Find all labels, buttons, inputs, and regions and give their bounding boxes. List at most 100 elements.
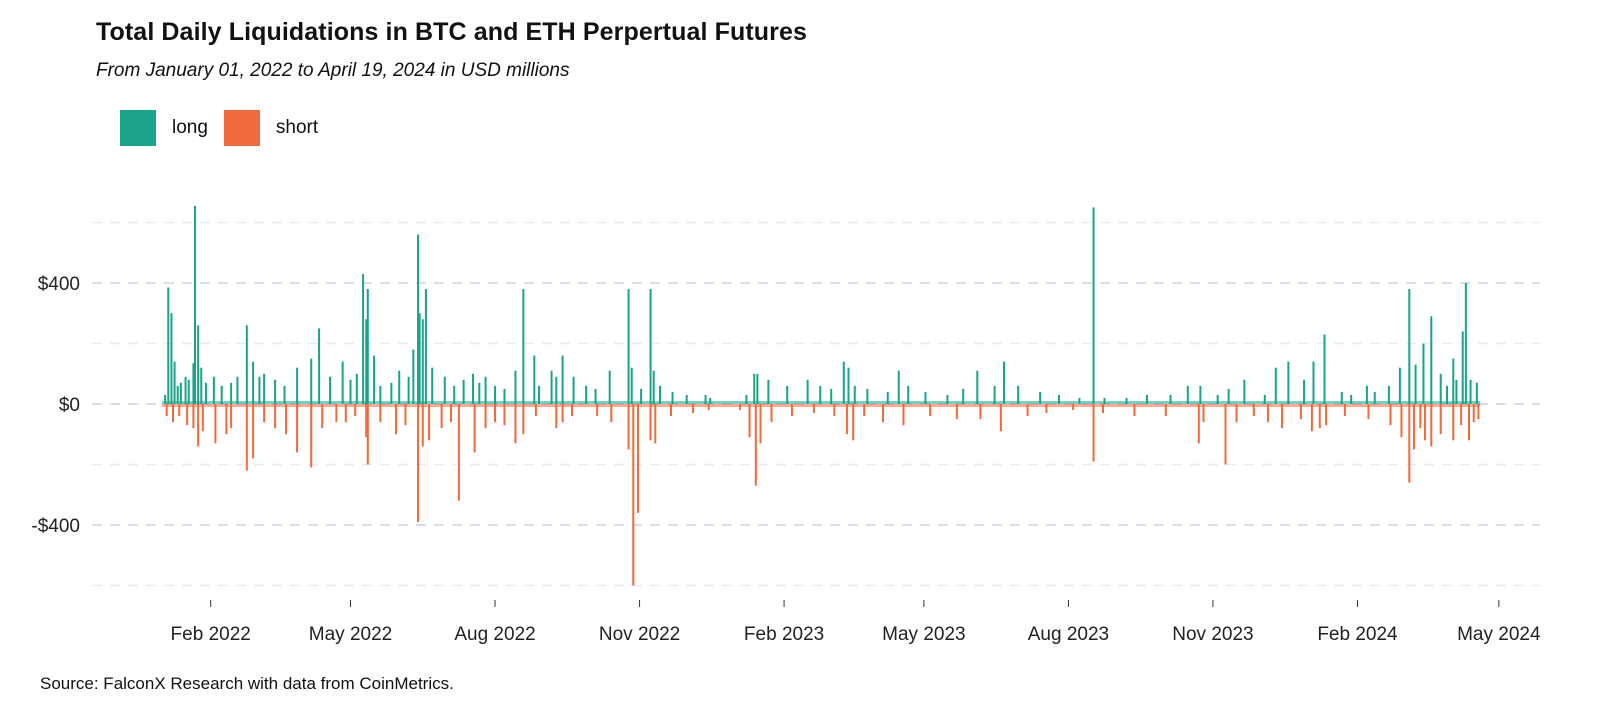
bar-short: [1325, 404, 1328, 426]
bar-long: [561, 355, 564, 404]
bar-short: [627, 404, 630, 450]
bar-short: [440, 404, 443, 429]
bar-short: [310, 404, 313, 468]
bar-short: [457, 404, 460, 501]
bar-long: [608, 370, 611, 404]
bar-long: [170, 313, 173, 404]
bar-long: [179, 382, 182, 404]
bar-short: [514, 404, 517, 444]
bar-short: [1197, 404, 1200, 444]
bar-long: [390, 382, 393, 404]
bar-long: [173, 361, 176, 404]
bar-long: [310, 358, 313, 405]
bar-short: [245, 404, 248, 471]
bar-long: [1387, 385, 1390, 404]
bar-short: [379, 404, 382, 423]
bar-long: [550, 370, 553, 404]
bar-short: [636, 404, 639, 513]
bar-short: [754, 404, 757, 486]
bar-long: [184, 376, 187, 404]
bar-short: [335, 404, 338, 423]
bar-long: [421, 319, 424, 404]
bar-long: [866, 388, 869, 405]
bar-short: [669, 404, 672, 417]
bar-short: [1045, 404, 1048, 414]
bar-short: [1389, 404, 1392, 426]
bar-long: [572, 376, 575, 404]
bar-long: [1365, 385, 1368, 404]
bar-short: [632, 404, 635, 586]
bar-short: [1235, 404, 1238, 423]
bar-short: [1468, 404, 1470, 441]
bar-long: [993, 385, 996, 404]
bar-short: [790, 404, 793, 417]
chart-subtitle: From January 01, 2022 to April 19, 2024 …: [96, 60, 570, 81]
bar-long: [1414, 364, 1417, 404]
bar-long: [453, 385, 456, 404]
bar-long: [847, 367, 850, 404]
bar-short: [428, 404, 431, 441]
bar-short: [225, 404, 228, 435]
bar-short: [1224, 404, 1227, 465]
bar-long: [1243, 379, 1246, 404]
bar-short: [201, 404, 204, 432]
bar-long: [924, 391, 927, 404]
bar-long: [398, 370, 401, 404]
bar-long: [1323, 334, 1326, 404]
bar-short: [404, 404, 407, 426]
bar-long: [503, 388, 506, 405]
bar-short: [534, 404, 537, 417]
bar-short: [999, 404, 1002, 432]
bar-long: [886, 391, 889, 404]
bar-short: [186, 404, 189, 426]
bar-long: [1039, 391, 1042, 404]
bar-short: [1430, 404, 1433, 447]
bar-long: [1186, 385, 1189, 404]
bar-long: [365, 319, 368, 404]
bar-long: [704, 394, 707, 404]
bar-long: [640, 388, 643, 405]
bar-short: [1133, 404, 1136, 417]
y-tick-label: $400: [38, 274, 80, 295]
bar-long: [1199, 385, 1202, 404]
bar-short: [192, 404, 195, 429]
bar-long: [962, 388, 965, 405]
bar-short: [1281, 404, 1284, 429]
legend-item-long: long: [120, 110, 208, 146]
bar-long: [274, 379, 277, 404]
bar-long: [830, 388, 833, 405]
bar-long: [379, 385, 382, 404]
bar-short: [649, 404, 652, 441]
bar-long: [245, 325, 248, 404]
bar-short: [165, 404, 168, 417]
legend-label-long: long: [172, 117, 208, 138]
bar-short: [707, 404, 710, 411]
bar-short: [1026, 404, 1029, 417]
bar-long: [1125, 397, 1128, 404]
bar-long: [193, 205, 196, 404]
bar-short: [172, 404, 174, 423]
bar-long: [1003, 361, 1006, 404]
bar-long: [907, 385, 910, 404]
bar-long: [431, 367, 434, 404]
bar-short: [1400, 404, 1403, 438]
bar-short: [929, 404, 932, 417]
bar-long: [1092, 207, 1095, 405]
bar-short: [691, 404, 694, 414]
bar-short: [1072, 404, 1075, 411]
bar-short: [902, 404, 905, 426]
bar-short: [1266, 404, 1269, 423]
bar-long: [946, 394, 949, 404]
bar-short: [366, 404, 369, 465]
bar-long: [1430, 316, 1433, 404]
bar-short: [1424, 404, 1427, 441]
bar-short: [863, 404, 866, 417]
bar-short: [494, 404, 497, 423]
bar-long: [1446, 385, 1449, 404]
x-tick-label: Feb 2022: [171, 624, 251, 645]
bar-long: [897, 370, 900, 404]
x-tick-label: Feb 2023: [744, 624, 824, 645]
legend-swatch-long: [120, 110, 156, 146]
bar-long: [424, 289, 427, 404]
bar-long: [167, 287, 170, 404]
